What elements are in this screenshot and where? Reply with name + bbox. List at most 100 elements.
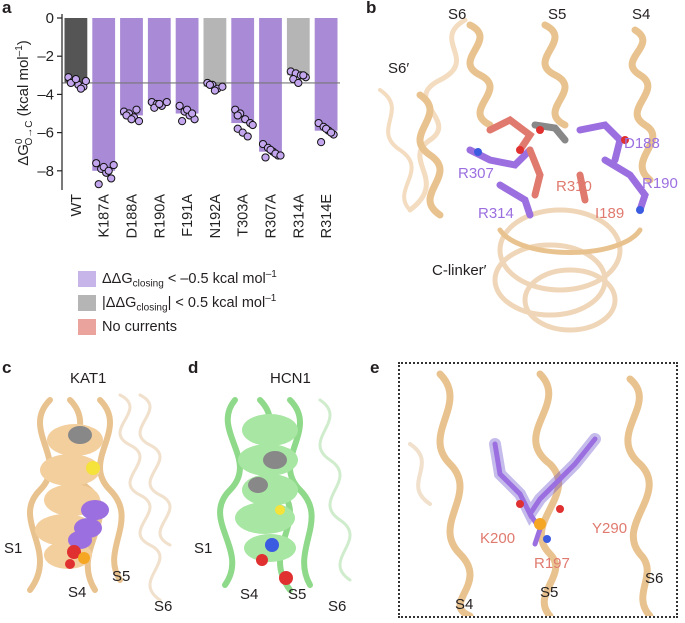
label-c-linker: C-linker′ bbox=[432, 262, 487, 279]
label-s6: S6 bbox=[448, 6, 467, 23]
data-point bbox=[175, 101, 184, 110]
bar-R314E bbox=[314, 18, 338, 131]
data-point bbox=[317, 138, 326, 147]
label-s4: S4 bbox=[632, 6, 651, 23]
bar-F191A bbox=[175, 18, 199, 114]
legend-item-no-currents: No currents bbox=[78, 318, 177, 336]
data-point bbox=[276, 151, 285, 160]
x-tick-label-D188A: D188A bbox=[125, 194, 141, 239]
label-c-s5: S5 bbox=[112, 568, 131, 585]
label-r314: R314 bbox=[478, 205, 514, 222]
y-axis-label-part: ) bbox=[15, 40, 32, 45]
data-point bbox=[134, 117, 144, 126]
label-e-k200: K200 bbox=[480, 530, 516, 547]
x-tick-label-T303A: T303A bbox=[236, 194, 252, 237]
legend-item-neutral: |ΔΔGclosing| < 0.5 kcal mol–1 bbox=[78, 292, 277, 314]
data-point bbox=[261, 153, 270, 162]
data-point bbox=[218, 82, 227, 91]
label-d-s5: S5 bbox=[288, 586, 307, 603]
data-point bbox=[92, 159, 101, 168]
y-axis-label-part: 0 bbox=[14, 138, 25, 144]
panel-d-title: HCN1 bbox=[270, 370, 311, 387]
data-point bbox=[178, 117, 187, 126]
bar-R307A bbox=[259, 18, 282, 152]
bar-R190A bbox=[147, 18, 171, 104]
y-tick-label: –2 bbox=[37, 48, 54, 65]
data-point bbox=[76, 84, 86, 93]
data-point bbox=[127, 115, 136, 124]
label-e-y290: Y290 bbox=[592, 520, 628, 537]
panel-c-structure bbox=[27, 393, 172, 602]
data-point bbox=[104, 166, 113, 175]
data-point bbox=[94, 180, 103, 189]
y-axis-label-part: –1 bbox=[14, 45, 25, 57]
data-point bbox=[107, 174, 116, 183]
data-point bbox=[71, 75, 81, 84]
data-point bbox=[109, 160, 118, 170]
bar-K187A bbox=[92, 18, 116, 171]
legend-item-destabilizing: ΔΔGclosing < –0.5 kcal mol–1 bbox=[78, 268, 277, 290]
label-d-s6: S6 bbox=[328, 598, 347, 615]
data-point bbox=[294, 78, 303, 88]
data-point bbox=[248, 120, 257, 130]
panel-e-letter: e bbox=[370, 358, 380, 377]
data-point bbox=[155, 99, 164, 109]
bar-WT bbox=[64, 18, 88, 83]
y-axis-label-part: (kcal mol bbox=[15, 56, 32, 120]
data-point bbox=[81, 76, 91, 86]
x-tick-label-N192A: N192A bbox=[208, 194, 224, 239]
label-e-s5: S5 bbox=[540, 584, 559, 601]
panel-e-frame bbox=[398, 362, 678, 618]
y-axis-label-part: ΔG bbox=[15, 144, 32, 166]
data-point bbox=[327, 128, 336, 137]
label-r310: R310 bbox=[556, 178, 592, 195]
x-tick-label-R314E: R314E bbox=[319, 194, 335, 239]
data-point bbox=[162, 97, 171, 107]
data-point bbox=[132, 105, 141, 114]
data-point bbox=[233, 111, 242, 120]
y-tick-label: –8 bbox=[37, 163, 54, 180]
label-r307: R307 bbox=[458, 165, 494, 182]
legend-text: |ΔΔGclosing| < 0.5 kcal mol–1 bbox=[102, 292, 277, 314]
data-point bbox=[205, 80, 214, 89]
label-s5: S5 bbox=[548, 6, 567, 23]
label-d-s1: S1 bbox=[194, 540, 213, 557]
panel-a-letter: a bbox=[2, 0, 12, 17]
x-tick-label-R314A: R314A bbox=[291, 194, 307, 239]
panel-c-title: KAT1 bbox=[70, 370, 107, 387]
x-tick-label-R190A: R190A bbox=[152, 194, 168, 239]
bar-T303A bbox=[231, 18, 255, 124]
x-tick-label-F191A: F191A bbox=[180, 194, 196, 237]
y-tick-label: –4 bbox=[37, 86, 54, 103]
data-point bbox=[188, 109, 197, 118]
legend-text: No currents bbox=[102, 319, 177, 335]
data-point bbox=[299, 71, 308, 80]
panel-e-structure bbox=[408, 370, 654, 616]
y-axis-label: ΔG0O→C (kcal mol–1) bbox=[14, 40, 35, 166]
bar-N192A bbox=[203, 18, 227, 87]
panel-a-chart: 0 –2 –4 –6 –8 WT K187A D188A R190A F191A N192A T303… bbox=[14, 10, 340, 239]
label-r190: R190 bbox=[642, 175, 678, 192]
data-point bbox=[210, 86, 219, 95]
label-s6-prime: S6′ bbox=[388, 60, 410, 77]
panel-c-letter: c bbox=[2, 358, 12, 377]
x-tick-label-K187A: K187A bbox=[97, 194, 113, 238]
y-axis-label-part: O→C bbox=[24, 121, 35, 146]
y-tick-label: –6 bbox=[37, 125, 54, 142]
bar-R314A bbox=[286, 18, 310, 76]
panel-d-structure bbox=[217, 397, 352, 593]
bar-D188A bbox=[120, 18, 143, 116]
x-tick-label-R307A: R307A bbox=[264, 194, 280, 239]
label-e-r197: R197 bbox=[534, 555, 570, 572]
data-point bbox=[243, 132, 252, 141]
panel-d-letter: d bbox=[188, 358, 199, 377]
label-d-s4: S4 bbox=[240, 586, 259, 603]
panel-b-letter: b bbox=[366, 0, 377, 17]
x-tick-label-WT: WT bbox=[69, 194, 85, 217]
label-c-s1: S1 bbox=[4, 540, 23, 557]
label-c-s4: S4 bbox=[68, 584, 87, 601]
legend-swatch-salmon bbox=[78, 319, 96, 335]
legend-swatch-grey bbox=[78, 295, 96, 311]
legend-text: ΔΔGclosing < –0.5 kcal mol–1 bbox=[102, 268, 277, 290]
y-tick-label: 0 bbox=[46, 10, 54, 27]
